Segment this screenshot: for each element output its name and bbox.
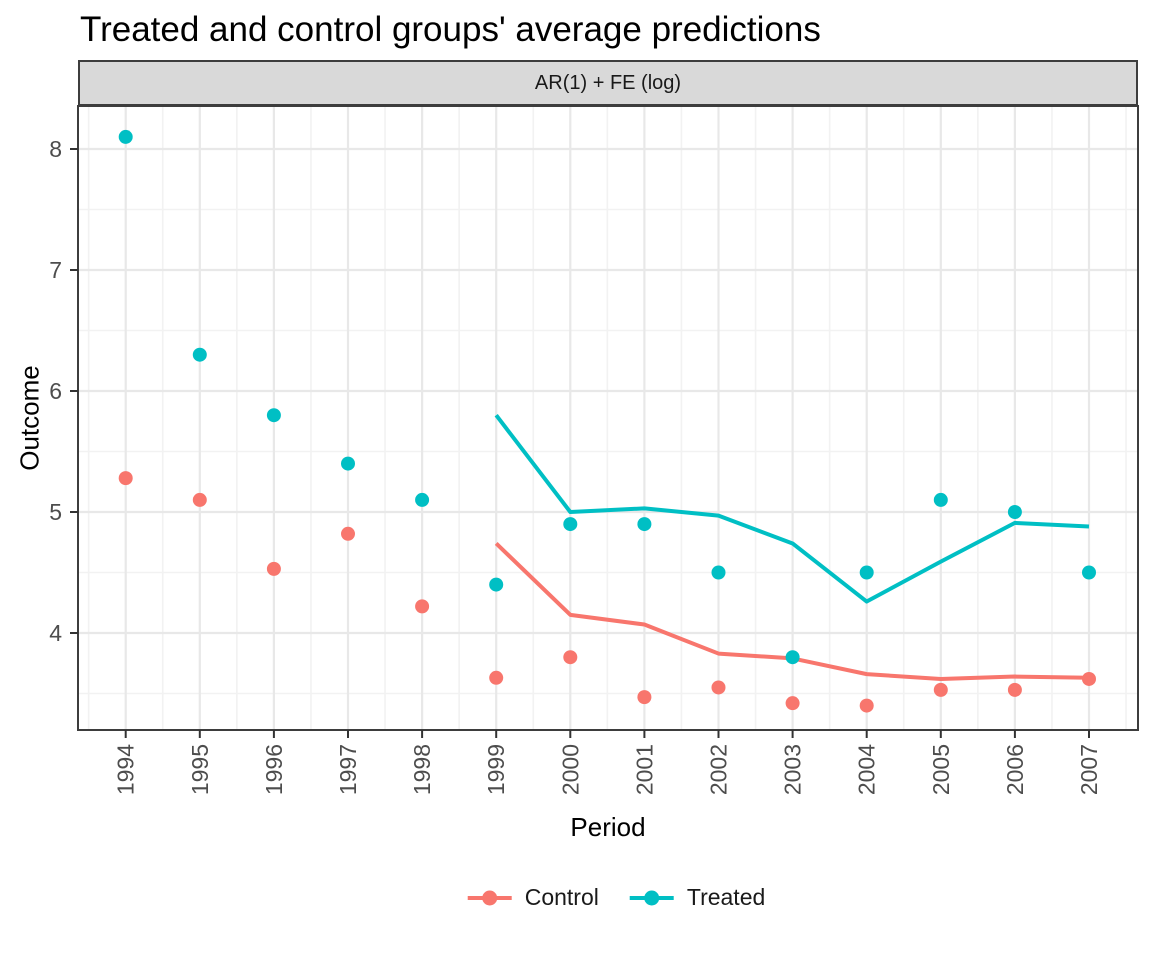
x-tick-label: 2007	[1076, 744, 1102, 795]
x-tick-label: 2006	[1002, 744, 1028, 795]
y-tick-label: 8	[49, 136, 62, 162]
x-tick-label: 2004	[854, 744, 880, 795]
data-point-control-1996	[266, 561, 281, 576]
facet-strip: AR(1) + FE (log)	[78, 60, 1138, 106]
data-point-control-1997	[341, 526, 355, 541]
x-tick-label: 1995	[187, 744, 213, 795]
data-point-control-2002	[711, 680, 726, 695]
data-point-treated-2003	[785, 650, 800, 665]
data-point-treated-1998	[415, 492, 430, 507]
x-tick-label: 2000	[557, 744, 583, 795]
y-tick-label: 5	[49, 499, 62, 525]
legend: Control Treated	[467, 884, 765, 911]
x-tick-label: 1998	[409, 744, 435, 795]
x-tick-label: 1999	[483, 744, 509, 795]
legend-label-treated: Treated	[686, 884, 766, 910]
data-point-control-1998	[415, 599, 430, 614]
y-tick-label: 4	[49, 620, 62, 646]
data-point-treated-2004	[859, 565, 874, 580]
data-point-treated-1996	[266, 408, 281, 423]
x-tick-label: 1997	[335, 744, 361, 795]
data-point-control-1995	[192, 492, 207, 507]
y-tick-label: 6	[49, 378, 62, 404]
data-point-treated-2006	[1007, 505, 1022, 519]
legend-item-treated: Treated	[629, 884, 765, 911]
x-tick-label: 2005	[928, 744, 954, 795]
chart-title: Treated and control groups' average pred…	[80, 10, 821, 49]
data-point-treated-2002	[711, 565, 726, 580]
data-point-control-2007	[1082, 671, 1096, 686]
data-point-control-2001	[637, 690, 652, 705]
data-point-treated-1999	[489, 577, 504, 592]
data-point-control-2000	[563, 650, 578, 665]
data-point-control-1994	[118, 471, 133, 486]
facet-strip-label: AR(1) + FE (log)	[534, 71, 682, 94]
series-line-treated	[494, 413, 1090, 604]
x-tick-label: 1994	[113, 744, 139, 795]
data-point-treated-2001	[637, 517, 652, 532]
x-tick-label: 1996	[261, 744, 287, 795]
x-axis-title: Period	[570, 812, 646, 842]
x-tick-label: 2001	[631, 744, 657, 795]
data-point-treated-1994	[118, 129, 133, 144]
data-point-treated-1995	[192, 347, 207, 362]
data-point-control-1999	[489, 670, 504, 685]
data-point-control-2005	[933, 682, 948, 697]
data-point-control-2003	[785, 696, 800, 711]
panel-border	[77, 105, 1139, 731]
y-axis-title: Outcome	[14, 365, 45, 471]
data-point-treated-2005	[933, 492, 948, 507]
x-tick-label: 2003	[780, 744, 806, 795]
data-point-control-2006	[1007, 682, 1022, 697]
legend-key-control-icon	[467, 890, 512, 905]
x-tick-label: 2002	[706, 744, 732, 795]
data-point-treated-2000	[563, 517, 578, 532]
legend-label-control: Control	[524, 884, 599, 910]
legend-key-treated-icon	[629, 890, 674, 905]
data-point-control-2004	[859, 698, 874, 713]
legend-item-control: Control	[467, 884, 599, 911]
data-point-treated-2007	[1082, 565, 1096, 580]
data-point-treated-1997	[341, 456, 355, 471]
y-tick-label: 7	[49, 257, 62, 283]
